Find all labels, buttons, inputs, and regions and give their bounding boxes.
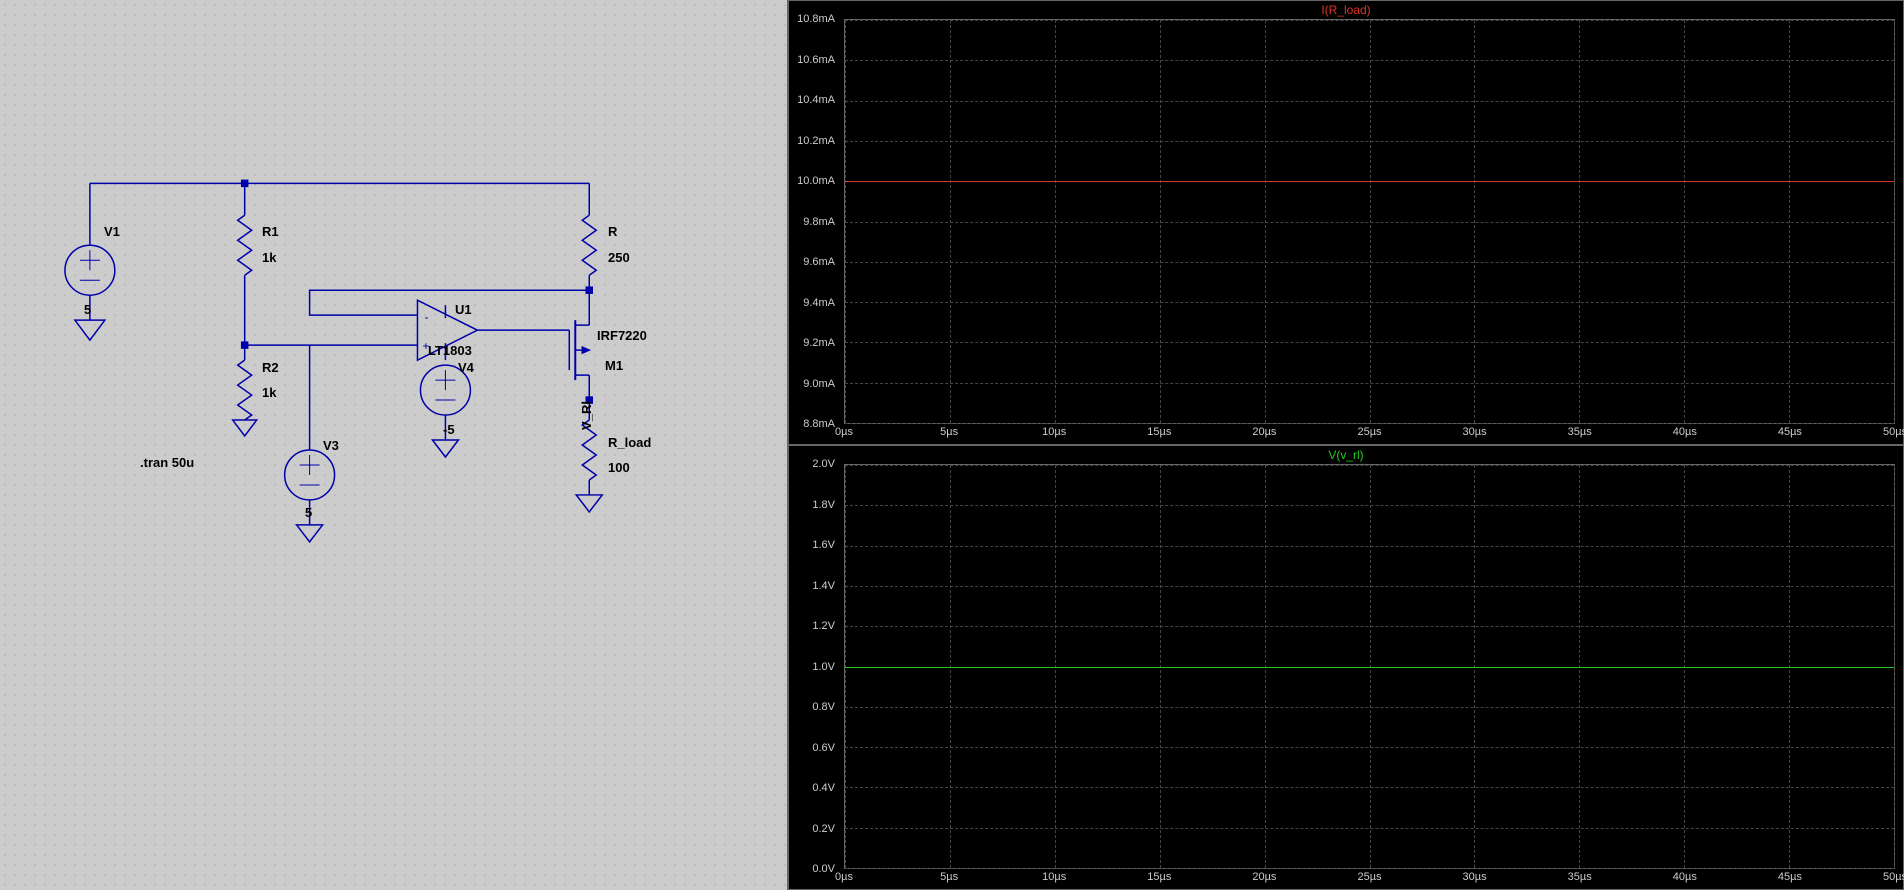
y-tick: 8.8mA <box>803 418 835 430</box>
y-tick: 10.6mA <box>797 54 835 66</box>
y-tick: 10.0mA <box>797 175 835 187</box>
y-tick: 9.6mA <box>803 256 835 268</box>
x-tick: 50µs <box>1883 426 1904 438</box>
schematic-svg[interactable]: - + <box>0 0 787 890</box>
y-tick: 10.4mA <box>797 94 835 106</box>
chart-2[interactable]: V(v_rl) 2.0V 1.8V 1.6V 1.4V 1.2V 1.0V 0.8V 0.6V… <box>788 445 1904 890</box>
x-tick: 25µs <box>1357 426 1381 438</box>
waveform-trace[interactable] <box>845 181 1894 182</box>
m1-model[interactable]: IRF7220 <box>597 328 647 343</box>
chart-2-yaxis: 2.0V1.8V1.6V1.4V1.2V1.0V0.8V0.6V0.4V0.2V… <box>789 464 839 869</box>
x-tick: 25µs <box>1357 871 1381 883</box>
y-tick: 10.2mA <box>797 135 835 147</box>
m1-name[interactable]: M1 <box>605 358 623 373</box>
x-tick: 45µs <box>1778 871 1802 883</box>
y-tick: 2.0V <box>812 458 835 470</box>
x-tick: 20µs <box>1252 426 1276 438</box>
x-tick: 30µs <box>1463 871 1487 883</box>
r1-value[interactable]: 1k <box>262 250 276 265</box>
y-tick: 9.2mA <box>803 337 835 349</box>
y-tick: 1.0V <box>812 661 835 673</box>
spice-directive[interactable]: .tran 50u <box>140 455 194 470</box>
chart-1-xaxis: 0µs5µs10µs15µs20µs25µs30µs35µs40µs45µs50… <box>844 424 1895 444</box>
x-tick: 5µs <box>940 871 958 883</box>
r-value[interactable]: 250 <box>608 250 630 265</box>
x-tick: 35µs <box>1568 871 1592 883</box>
y-tick: 1.8V <box>812 499 835 511</box>
x-tick: 20µs <box>1252 871 1276 883</box>
x-tick: 50µs <box>1883 871 1904 883</box>
r-name[interactable]: R <box>608 224 617 239</box>
waveform-panel[interactable]: I(R_load) 10.8mA 10.6mA 10.4mA 10.2mA 10.0mA… <box>788 0 1904 890</box>
u1-model[interactable]: LT1803 <box>428 343 472 358</box>
x-tick: 5µs <box>940 426 958 438</box>
y-tick: 9.8mA <box>803 216 835 228</box>
r2-value[interactable]: 1k <box>262 385 276 400</box>
rload-name[interactable]: R_load <box>608 435 651 450</box>
chart-2-plot[interactable] <box>844 464 1895 869</box>
schematic-panel[interactable]: - + V1 5 <box>0 0 788 890</box>
y-tick: 1.6V <box>812 539 835 551</box>
v1-name[interactable]: V1 <box>104 224 120 239</box>
chart-1-title[interactable]: I(R_load) <box>1321 3 1370 17</box>
rload-value[interactable]: 100 <box>608 460 630 475</box>
y-tick: 0.4V <box>812 782 835 794</box>
chart-1-plot[interactable] <box>844 19 1895 424</box>
x-tick: 40µs <box>1673 871 1697 883</box>
y-tick: 0.6V <box>812 742 835 754</box>
x-tick: 15µs <box>1147 871 1171 883</box>
chart-1[interactable]: I(R_load) 10.8mA 10.6mA 10.4mA 10.2mA 10.0mA… <box>788 0 1904 445</box>
y-tick: 10.8mA <box>797 13 835 25</box>
y-tick: 0.8V <box>812 701 835 713</box>
x-tick: 35µs <box>1568 426 1592 438</box>
net-label-vrl[interactable]: V_Rl <box>579 401 594 430</box>
x-tick: 40µs <box>1673 426 1697 438</box>
y-tick: 9.4mA <box>803 297 835 309</box>
u1-name[interactable]: U1 <box>455 302 472 317</box>
y-tick: 0.2V <box>812 823 835 835</box>
x-tick: 30µs <box>1463 426 1487 438</box>
x-tick: 15µs <box>1147 426 1171 438</box>
r1-name[interactable]: R1 <box>262 224 279 239</box>
v4-value[interactable]: -5 <box>443 422 455 437</box>
y-tick: 1.2V <box>812 620 835 632</box>
waveform-trace[interactable] <box>845 667 1894 668</box>
v4-name[interactable]: V4 <box>458 360 474 375</box>
y-tick: 0.0V <box>812 863 835 875</box>
v3-name[interactable]: V3 <box>323 438 339 453</box>
chart-2-xaxis: 0µs5µs10µs15µs20µs25µs30µs35µs40µs45µs50… <box>844 869 1895 889</box>
r2-name[interactable]: R2 <box>262 360 279 375</box>
y-tick: 1.4V <box>812 580 835 592</box>
chart-1-yaxis: 10.8mA10.6mA10.4mA10.2mA10.0mA9.8mA9.6mA… <box>789 19 839 424</box>
y-tick: 9.0mA <box>803 378 835 390</box>
svg-text:-: - <box>424 310 428 324</box>
x-tick: 0µs <box>835 871 853 883</box>
x-tick: 45µs <box>1778 426 1802 438</box>
x-tick: 10µs <box>1042 871 1066 883</box>
x-tick: 10µs <box>1042 426 1066 438</box>
chart-2-title[interactable]: V(v_rl) <box>1328 448 1363 462</box>
v1-value[interactable]: 5 <box>84 302 91 317</box>
x-tick: 0µs <box>835 426 853 438</box>
v3-value[interactable]: 5 <box>305 505 312 520</box>
